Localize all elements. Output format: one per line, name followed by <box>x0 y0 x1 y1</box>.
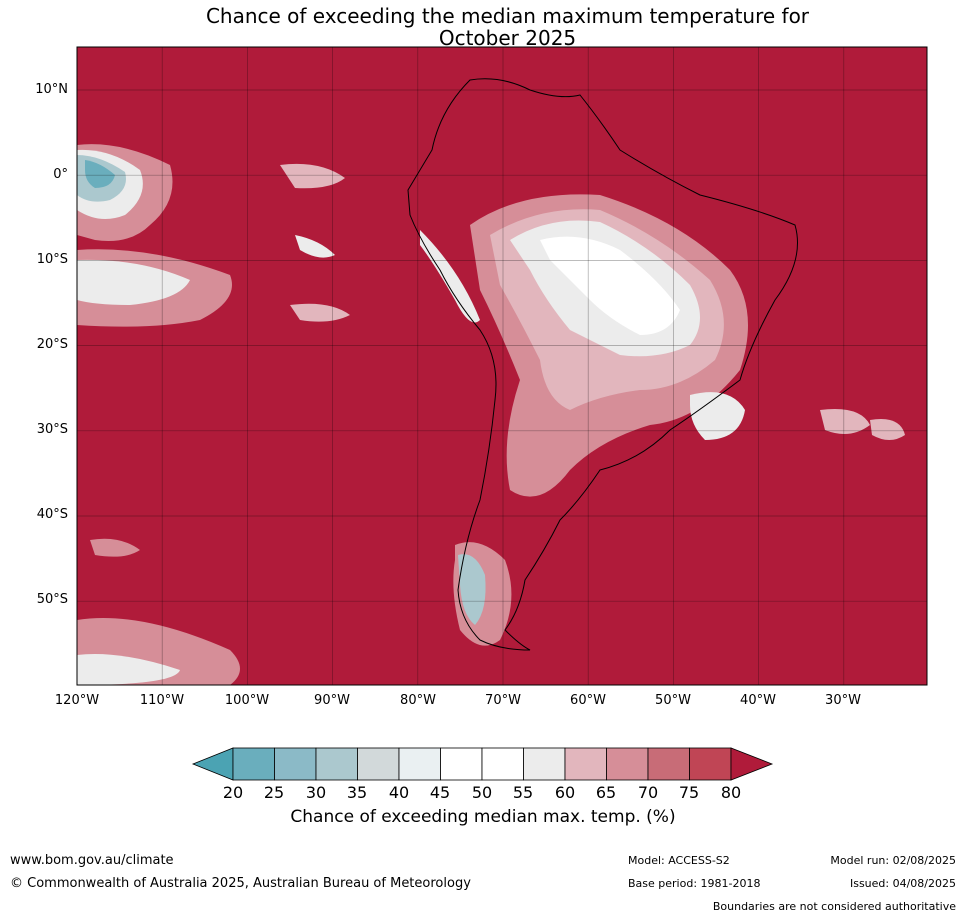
colorbar-tick: 20 <box>222 783 244 802</box>
probability-patches <box>77 144 905 685</box>
lon-tick-label: 50°W <box>655 693 691 708</box>
title-line-2: October 2025 <box>438 26 577 50</box>
probability-map <box>76 46 928 686</box>
colorbar-cell <box>481 747 524 781</box>
colorbar-label: Chance of exceeding median max. temp. (%… <box>290 807 676 827</box>
colorbar-tick: 40 <box>388 783 410 802</box>
colorbar-extend-high <box>730 747 774 781</box>
lat-tick-label: 10°N <box>35 82 68 97</box>
colorbar-cell <box>440 747 483 781</box>
base-period-text: Base period: 1981-2018 <box>628 877 761 890</box>
colorbar-tick: 35 <box>346 783 368 802</box>
colorbar-cell <box>274 747 317 781</box>
colorbar-tick: 60 <box>554 783 576 802</box>
model-run-text: Model run: 02/08/2025 <box>830 854 956 867</box>
colorbar-cell <box>689 747 732 781</box>
colorbar-cells <box>191 747 774 781</box>
issued-text: Issued: 04/08/2025 <box>849 877 956 890</box>
map-frame <box>76 46 928 686</box>
lon-tick-label: 60°W <box>570 693 606 708</box>
colorbar-tick: 30 <box>305 783 327 802</box>
lon-tick-label: 120°W <box>54 693 100 708</box>
colorbar-cell <box>357 747 400 781</box>
lon-tick-label: 100°W <box>224 693 270 708</box>
lon-tick-label: 80°W <box>400 693 436 708</box>
lat-tick-label: 40°S <box>36 507 68 522</box>
model-text: Model: ACCESS-S2 <box>628 854 730 867</box>
colorbar-tick: 75 <box>678 783 700 802</box>
lon-tick-label: 40°W <box>740 693 776 708</box>
lon-tick-label: 70°W <box>485 693 521 708</box>
lon-tick-label: 30°W <box>825 693 861 708</box>
lon-tick-label: 90°W <box>314 693 350 708</box>
colorbar-cell <box>232 747 275 781</box>
colorbar-cell <box>315 747 358 781</box>
colorbar-cell <box>647 747 690 781</box>
lon-tick-label: 110°W <box>139 693 185 708</box>
colorbar-tick: 25 <box>263 783 285 802</box>
coastline <box>407 78 798 651</box>
colorbar-tick: 65 <box>595 783 617 802</box>
colorbar-tick: 70 <box>637 783 659 802</box>
lat-tick-label: 50°S <box>36 592 68 607</box>
colorbar-tick: 50 <box>471 783 493 802</box>
disclaimer-text: Boundaries are not considered authoritat… <box>712 900 956 913</box>
colorbar-tick: 45 <box>429 783 451 802</box>
lat-tick-label: 10°S <box>36 252 68 267</box>
colorbar-tick: 55 <box>512 783 534 802</box>
colorbar-extend-low <box>191 747 234 781</box>
copyright-text: © Commonwealth of Australia 2025, Austra… <box>10 876 471 891</box>
colorbar-cell <box>398 747 441 781</box>
title-line-1: Chance of exceeding the median maximum t… <box>205 4 810 28</box>
colorbar-cell <box>523 747 566 781</box>
colorbar-cell <box>606 747 649 781</box>
colorbar-cell <box>564 747 607 781</box>
colorbar <box>191 747 774 781</box>
lat-tick-label: 0° <box>53 167 68 182</box>
lat-tick-label: 20°S <box>36 337 68 352</box>
website-link[interactable]: www.bom.gov.au/climate <box>10 853 174 868</box>
colorbar-tick: 80 <box>720 783 742 802</box>
lat-tick-label: 30°S <box>36 422 68 437</box>
